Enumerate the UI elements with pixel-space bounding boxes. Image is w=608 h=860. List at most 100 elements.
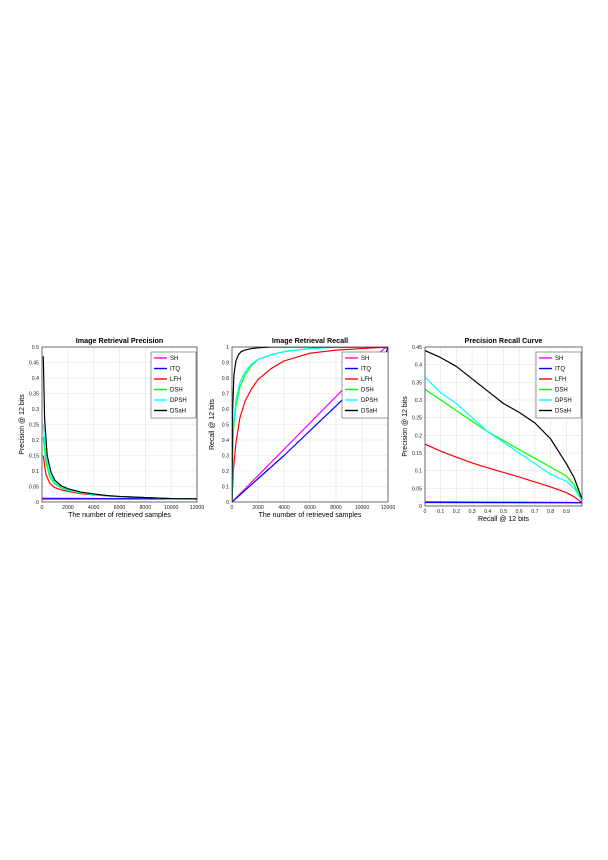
y-tick-label: 0.6 bbox=[222, 407, 229, 413]
axes-box bbox=[424, 346, 583, 507]
x-tick-label: 0 bbox=[231, 505, 234, 511]
x-tick-label: 0.7 bbox=[531, 509, 538, 515]
x-tick-label: 4000 bbox=[278, 505, 290, 511]
legend-box bbox=[535, 351, 582, 419]
series-line-dsah bbox=[232, 347, 388, 502]
x-tick-label: 0.8 bbox=[547, 509, 554, 515]
x-tick-label: 0 bbox=[424, 509, 427, 515]
y-axis-label: Recall @ 12 bits bbox=[209, 398, 216, 450]
legend-label: DPSH bbox=[361, 398, 378, 404]
x-tick-label: 0.5 bbox=[500, 509, 507, 515]
legend-label: ITQ bbox=[170, 367, 180, 373]
chart-3: 0 0.05 0.1 0.15 0.2 0.25 0.3 0.35 0.4 0.45 0 0.1 0.2… bbox=[402, 336, 583, 523]
y-tick-label: 0.3 bbox=[222, 454, 229, 460]
y-tick-label: 0.9 bbox=[222, 361, 229, 367]
y-tick-label: 0.4 bbox=[415, 363, 422, 369]
x-tick-label: 0.6 bbox=[516, 509, 523, 515]
y-tick-label: 0.5 bbox=[222, 423, 229, 429]
y-tick-label: 0.7 bbox=[222, 392, 229, 398]
y-tick-label: 0.1 bbox=[222, 485, 229, 491]
y-tick-label: 0.25 bbox=[29, 423, 39, 429]
series-line-dsh bbox=[425, 388, 582, 501]
y-tick-label: 0.15 bbox=[412, 451, 422, 457]
y-axis-label: Precision @ 12 bits bbox=[402, 396, 409, 457]
chart-1: 0 0.05 0.1 0.15 0.2 0.25 0.3 0.35 0.4 0.45 0.5 0 200… bbox=[19, 336, 204, 519]
legend-label: DSaH bbox=[170, 409, 186, 415]
y-tick-label: 0 bbox=[419, 504, 422, 510]
legend-label: DSH bbox=[361, 388, 374, 394]
legend-label: LFH bbox=[555, 377, 566, 383]
chart-title: Image Retrieval Precision bbox=[76, 336, 164, 345]
series-line-lfh bbox=[232, 347, 388, 502]
series-line-dpsh bbox=[232, 347, 388, 502]
series-line-dsah bbox=[42, 356, 197, 500]
x-tick-label: 8000 bbox=[330, 505, 342, 511]
y-tick-label: 0.3 bbox=[415, 398, 422, 404]
legend-label: ITQ bbox=[361, 367, 371, 373]
y-tick-label: 0.15 bbox=[29, 454, 39, 460]
chart-2: 0 0.1 0.2 0.3 0.4 0.5 0.6 0.7 0.8 0.9 1 0 2000 4000 60… bbox=[209, 336, 395, 519]
chart-title: Image Retrieval Recall bbox=[272, 336, 348, 345]
x-tick-label: 12000 bbox=[381, 505, 396, 511]
y-axis-label: Precision @ 12 bits bbox=[19, 394, 26, 455]
x-tick-label: 4000 bbox=[88, 505, 100, 511]
legend-label: DSaH bbox=[555, 409, 571, 415]
series-line-lfh bbox=[425, 443, 582, 503]
y-tick-label: 0.25 bbox=[412, 416, 422, 422]
legend-box bbox=[341, 351, 389, 419]
y-tick-label: 0.1 bbox=[32, 469, 39, 475]
x-tick-label: 0.3 bbox=[468, 509, 475, 515]
legend-label: SH bbox=[170, 356, 178, 362]
legend: SH ITQ LFH DSH DPSH DSaH bbox=[150, 351, 197, 419]
x-tick-label: 12000 bbox=[190, 505, 205, 511]
legend-label: DPSH bbox=[170, 398, 187, 404]
x-axis-label: Recall @ 12 bits bbox=[478, 516, 530, 523]
x-axis-label: The number of retrieved samples bbox=[259, 512, 362, 519]
legend: SH ITQ LFH DSH DPSH DSaH bbox=[341, 351, 389, 419]
series-line-dpsh bbox=[425, 376, 582, 502]
x-tick-label: 2000 bbox=[252, 505, 264, 511]
legend-label: DSH bbox=[170, 388, 183, 394]
legend-label: SH bbox=[361, 356, 369, 362]
series-group bbox=[425, 349, 582, 504]
y-tick-label: 0.2 bbox=[415, 433, 422, 439]
x-axis-label: The number of retrieved samples bbox=[68, 512, 171, 519]
legend-label: SH bbox=[555, 356, 563, 362]
y-tick-label: 1 bbox=[226, 345, 229, 351]
y-tick-label: 0.4 bbox=[32, 376, 39, 382]
x-tick-label: 10000 bbox=[355, 505, 370, 511]
x-tick-label: 10000 bbox=[164, 505, 179, 511]
y-tick-label: 0.4 bbox=[222, 438, 229, 444]
y-tick-label: 0.3 bbox=[32, 407, 39, 413]
y-tick-label: 0.05 bbox=[412, 486, 422, 492]
y-tick-label: 0.2 bbox=[32, 438, 39, 444]
x-tick-label: 0 bbox=[41, 505, 44, 511]
legend-box bbox=[150, 351, 197, 419]
series-group bbox=[42, 356, 197, 500]
legend-label: LFH bbox=[361, 377, 372, 383]
x-tick-label: 0.9 bbox=[563, 509, 570, 515]
y-tick-label: 0.35 bbox=[412, 380, 422, 386]
y-tick-label: 0.1 bbox=[415, 469, 422, 475]
x-tick-label: 0.4 bbox=[484, 509, 491, 515]
axes-box bbox=[231, 346, 389, 503]
legend-label: DSaH bbox=[361, 409, 377, 415]
y-tick-label: 0 bbox=[226, 500, 229, 506]
y-tick-label: 0.05 bbox=[29, 485, 39, 491]
axes-box bbox=[41, 346, 198, 503]
legend: SH ITQ LFH DSH DPSH DSaH bbox=[535, 351, 582, 419]
x-tick-label: 0.2 bbox=[453, 509, 460, 515]
x-tick-label: 6000 bbox=[304, 505, 316, 511]
y-tick-label: 0.45 bbox=[29, 361, 39, 367]
legend-label: LFH bbox=[170, 377, 181, 383]
legend-label: DPSH bbox=[555, 398, 572, 404]
x-tick-label: 0.1 bbox=[437, 509, 444, 515]
chart-title: Precision Recall Curve bbox=[465, 336, 543, 345]
legend-label: ITQ bbox=[555, 367, 565, 373]
y-tick-label: 0.5 bbox=[32, 345, 39, 351]
y-tick-label: 0.35 bbox=[29, 392, 39, 398]
x-tick-label: 6000 bbox=[114, 505, 126, 511]
legend-label: DSH bbox=[555, 388, 568, 394]
x-tick-label: 2000 bbox=[62, 505, 74, 511]
